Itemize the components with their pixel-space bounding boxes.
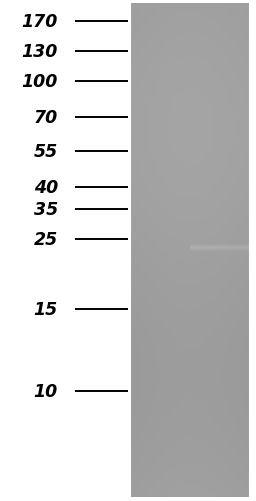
Text: 25: 25: [34, 230, 58, 248]
Text: 70: 70: [34, 109, 58, 127]
Text: 170: 170: [22, 13, 58, 31]
Text: 40: 40: [34, 179, 58, 196]
Text: 55: 55: [34, 143, 58, 161]
Text: 130: 130: [22, 43, 58, 61]
Text: 10: 10: [34, 382, 58, 400]
Text: 100: 100: [22, 73, 58, 91]
Text: 15: 15: [34, 301, 58, 318]
Text: 35: 35: [34, 200, 58, 218]
